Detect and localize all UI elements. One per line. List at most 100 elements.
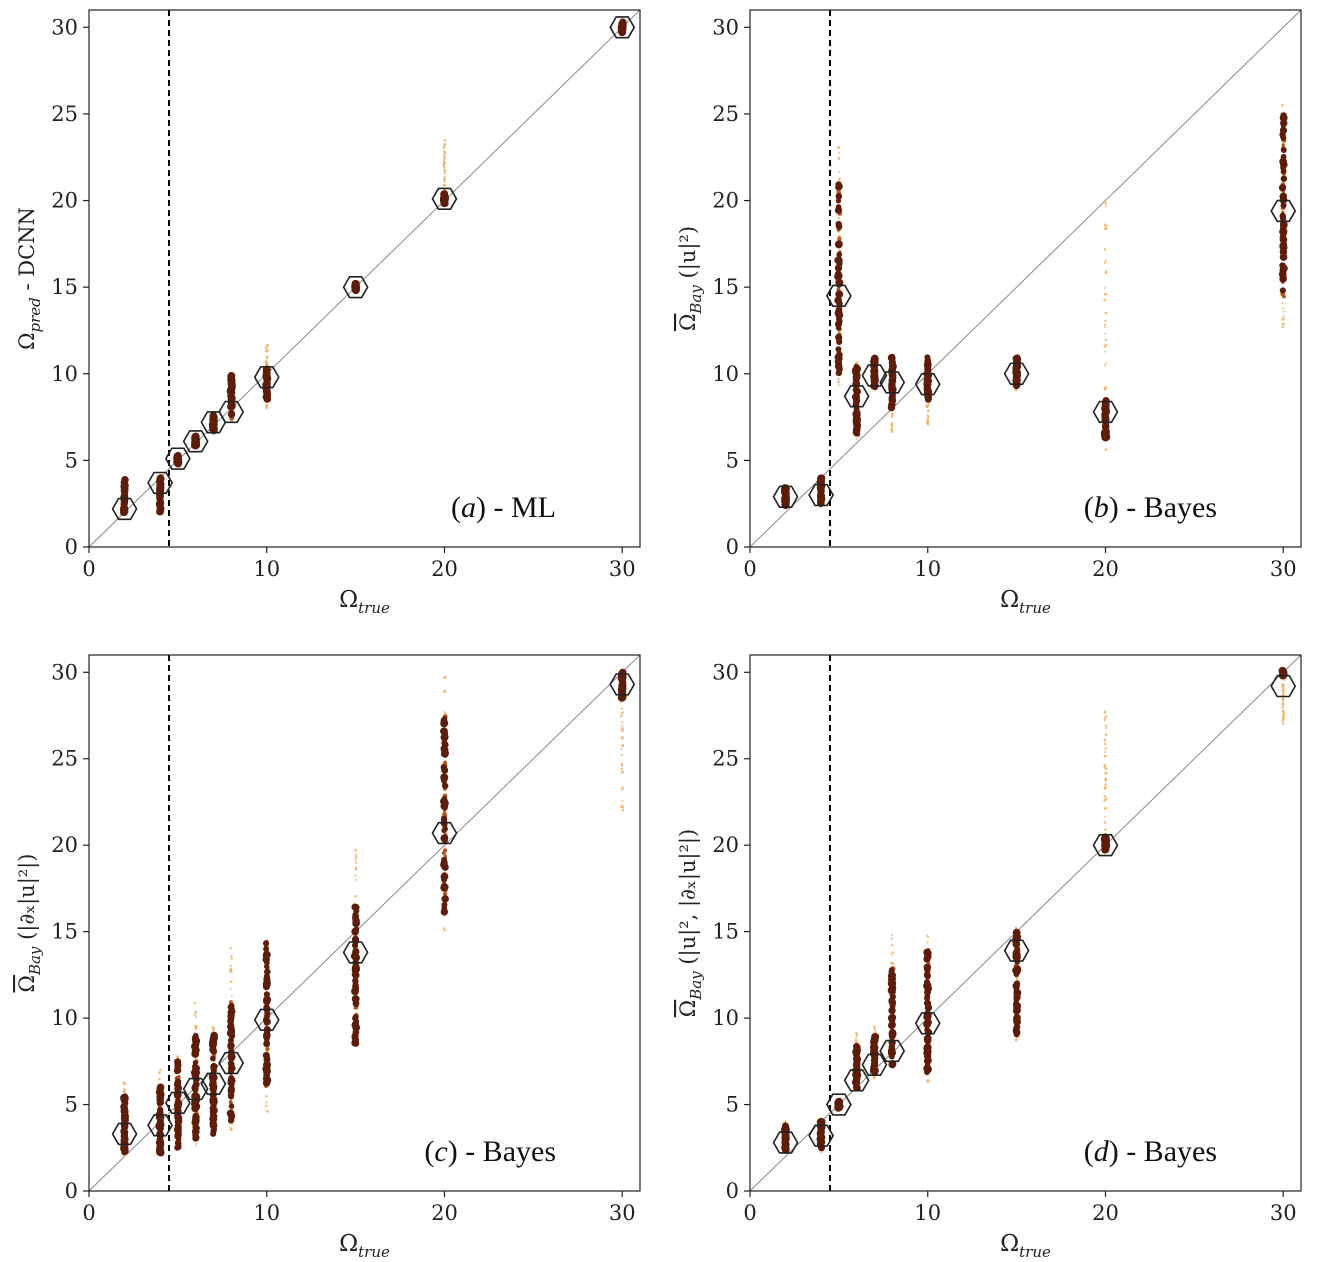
scatter-point: [353, 1001, 359, 1008]
scatter-point: [1104, 205, 1107, 208]
scatter-point: [618, 681, 625, 688]
scatter-point: [175, 1100, 182, 1107]
scatter-point: [175, 1118, 182, 1125]
mean-marker: [342, 275, 369, 299]
x-tick-label: 0: [743, 557, 756, 581]
scatter-column: [191, 432, 201, 450]
mean-marker: [342, 941, 369, 964]
scatter-point: [1281, 322, 1284, 325]
scatter-column: [834, 1097, 844, 1112]
scatter-point: [926, 418, 929, 422]
axes-frame: [88, 654, 641, 1192]
scatter-point: [835, 240, 843, 248]
scatter-point: [852, 393, 860, 402]
scatter-point: [121, 477, 128, 484]
scatter-point: [1281, 307, 1284, 310]
scatter-point: [835, 256, 843, 264]
mean-marker: [182, 430, 209, 453]
scatter-point: [193, 1043, 199, 1049]
scatter-point: [209, 1055, 216, 1062]
x-tick-label: 0: [82, 557, 95, 581]
mean-marker: [825, 284, 852, 308]
scatter-point: [265, 362, 268, 366]
scatter-point: [230, 958, 233, 961]
scatter-point: [441, 863, 449, 871]
scatter-point: [354, 894, 357, 898]
scatter-point: [229, 1128, 233, 1132]
scatter-point: [265, 1109, 269, 1113]
scatter-point: [120, 498, 129, 506]
scatter-column: [834, 145, 844, 387]
scatter-point: [891, 415, 894, 419]
scatter-point: [157, 1096, 163, 1102]
scatter-point: [620, 764, 623, 767]
scatter-point: [923, 389, 931, 397]
mean-marker: [772, 485, 799, 508]
scatter-point: [855, 360, 859, 364]
scatter-point: [156, 474, 165, 483]
scatter-column: [226, 371, 236, 423]
scatter-point: [266, 938, 269, 941]
scatter-point: [440, 775, 447, 782]
scatter-point: [1102, 408, 1108, 414]
scatter-point: [834, 362, 843, 371]
scatter-point: [838, 234, 841, 238]
plot-area: [750, 10, 1301, 547]
scatter-point: [618, 671, 625, 679]
scatter-point: [192, 1105, 199, 1112]
scatter-point: [264, 403, 268, 407]
scatter-point: [192, 1066, 200, 1074]
scatter-point: [1103, 227, 1106, 230]
scatter-point: [782, 490, 789, 498]
scatter-point: [1280, 228, 1286, 234]
scatter-point: [265, 1094, 268, 1098]
scatter-point: [121, 1147, 129, 1156]
scatter-point: [441, 741, 449, 749]
y-tick-label: 15: [51, 275, 78, 299]
scatter-point: [193, 1081, 200, 1088]
scatter-column: [173, 1055, 183, 1151]
scatter-point: [351, 283, 359, 291]
scatter-point: [210, 1047, 217, 1055]
y-tick-label: 15: [51, 920, 78, 944]
scatter-point: [443, 689, 446, 692]
scatter-point: [157, 1125, 164, 1132]
mean-marker: [218, 1051, 245, 1075]
panel-label: (a) - ML: [451, 491, 556, 524]
scatter-point: [835, 281, 843, 288]
scatter-point: [229, 1081, 235, 1088]
scatter-point: [210, 1102, 217, 1109]
scatter-point: [263, 1060, 271, 1068]
y-tick-label: 30: [712, 15, 739, 39]
scatter-point: [157, 1119, 164, 1126]
scatter-column: [851, 360, 862, 441]
scatter-point: [924, 369, 932, 377]
scatter-column: [155, 473, 165, 516]
scatter-point: [441, 901, 448, 908]
scatter-point: [354, 848, 358, 852]
scatter-point: [927, 415, 930, 418]
scatter-point: [1103, 326, 1106, 329]
scatter-point: [817, 1127, 824, 1134]
scatter-column: [816, 474, 826, 508]
x-axis-label: Ωtrue: [339, 587, 390, 617]
scatter-point: [263, 997, 271, 1006]
scatter-point: [444, 142, 446, 145]
mean-marker: [1270, 199, 1297, 223]
y-tick-label: 0: [65, 1179, 78, 1203]
scatter-point: [263, 1017, 271, 1026]
scatter-point: [854, 430, 861, 437]
scatter-point: [441, 883, 447, 890]
scatter-point: [191, 1094, 200, 1102]
scatter-point: [191, 1049, 200, 1057]
scatter-point: [230, 955, 233, 959]
scatter-column: [439, 138, 450, 208]
scatter-point: [818, 477, 825, 484]
scatter-point: [1279, 113, 1288, 122]
scatter-point: [836, 380, 840, 384]
scatter-point: [226, 1029, 235, 1038]
scatter-column: [208, 410, 218, 436]
scatter-point: [120, 507, 129, 516]
scatter-point: [121, 484, 129, 491]
scatter-point: [838, 170, 841, 173]
